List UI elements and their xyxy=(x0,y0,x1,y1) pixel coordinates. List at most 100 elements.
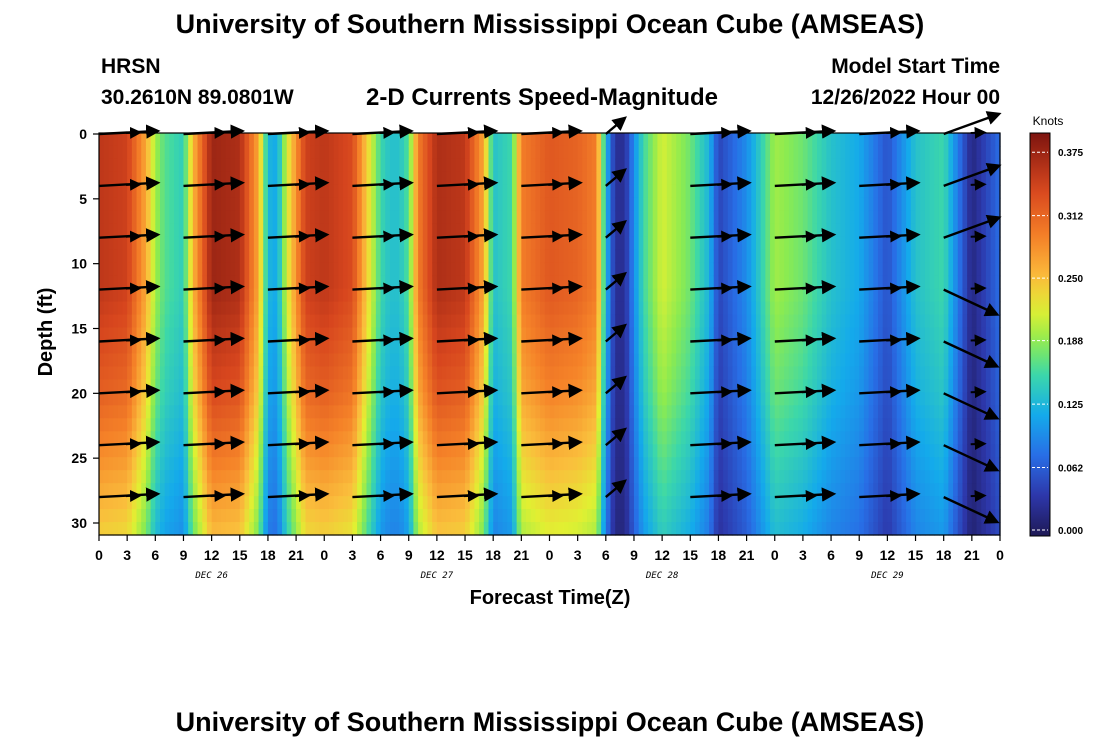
heatmap-cell xyxy=(690,314,696,329)
heatmap-cell xyxy=(648,184,654,199)
heatmap-cell xyxy=(141,522,147,536)
heatmap-cell xyxy=(652,133,659,147)
heatmap-cell xyxy=(587,197,593,212)
heatmap-cell xyxy=(741,301,748,316)
heatmap-cell xyxy=(136,314,142,329)
heatmap-cell xyxy=(666,262,673,277)
heatmap-cell xyxy=(338,522,344,536)
heatmap-cell xyxy=(141,405,147,419)
heatmap-cell xyxy=(136,288,142,303)
heatmap-cell xyxy=(793,223,799,238)
heatmap-cell xyxy=(150,210,156,225)
heatmap-cell xyxy=(704,366,710,380)
heatmap-cell xyxy=(291,405,297,419)
heatmap-cell xyxy=(535,262,541,277)
heatmap-cell xyxy=(488,236,494,251)
heatmap-cell xyxy=(338,288,344,303)
heatmap-cell xyxy=(235,197,241,212)
heatmap-cell xyxy=(507,457,513,471)
heatmap-cell xyxy=(638,392,644,406)
heatmap-cell xyxy=(845,133,851,147)
heatmap-cell xyxy=(610,210,616,225)
heatmap-cell xyxy=(300,327,307,342)
heatmap-cell xyxy=(291,158,297,173)
heatmap-cell xyxy=(774,431,781,445)
heatmap-cell xyxy=(507,145,513,160)
heatmap-cell xyxy=(160,197,166,212)
heatmap-cell xyxy=(812,249,818,264)
heatmap-cell xyxy=(399,405,405,419)
heatmap-cell xyxy=(103,483,109,497)
heatmap-cell xyxy=(389,392,396,406)
heatmap-cell xyxy=(807,405,813,419)
heatmap-cell xyxy=(699,249,705,264)
heatmap-cell xyxy=(221,405,227,419)
heatmap-cell xyxy=(605,522,612,536)
heatmap-cell xyxy=(249,392,255,406)
heatmap-cell xyxy=(784,405,790,419)
heatmap-cell xyxy=(666,145,673,160)
heatmap-cell xyxy=(483,314,490,329)
heatmap-cell xyxy=(483,353,490,368)
heatmap-cell xyxy=(235,184,241,199)
heatmap-cell xyxy=(662,236,668,251)
heatmap-cell xyxy=(507,314,513,329)
heatmap-cell xyxy=(530,249,537,264)
heatmap-cell xyxy=(436,522,443,536)
heatmap-cell xyxy=(441,340,447,355)
heatmap-cell xyxy=(113,223,119,238)
heatmap-cell xyxy=(554,353,560,368)
heatmap-cell xyxy=(319,366,325,380)
heatmap-cell xyxy=(812,522,818,536)
heatmap-cell xyxy=(497,353,504,368)
heatmap-cell xyxy=(835,236,842,251)
heatmap-cell xyxy=(605,171,612,186)
heatmap-cell xyxy=(258,249,264,264)
heatmap-cell xyxy=(267,133,274,147)
heatmap-cell xyxy=(694,483,701,497)
heatmap-cell xyxy=(113,275,119,290)
heatmap-cell xyxy=(760,275,766,290)
heatmap-cell xyxy=(160,431,166,445)
heatmap-cell xyxy=(723,340,729,355)
heatmap-cell xyxy=(709,275,715,290)
heatmap-cell xyxy=(638,236,644,251)
heatmap-cell xyxy=(253,275,260,290)
heatmap-cell xyxy=(671,236,677,251)
heatmap-cell xyxy=(446,418,452,432)
heatmap-cell xyxy=(361,470,368,484)
heatmap-cell xyxy=(314,249,321,264)
heatmap-cell xyxy=(643,431,649,445)
heatmap-cell xyxy=(591,236,598,251)
heatmap-cell xyxy=(216,470,222,484)
heatmap-cell xyxy=(455,431,461,445)
heatmap-cell xyxy=(718,314,724,329)
heatmap-cell xyxy=(188,405,194,419)
heatmap-cell xyxy=(244,457,250,471)
heatmap-cell xyxy=(178,418,185,432)
heatmap-cell xyxy=(558,431,565,445)
heatmap-cell xyxy=(300,405,307,419)
heatmap-cell xyxy=(239,392,246,406)
heatmap-cell xyxy=(427,353,433,368)
heatmap-cell xyxy=(751,431,757,445)
heatmap-cell xyxy=(690,184,696,199)
heatmap-cell xyxy=(530,133,537,147)
heatmap-cell xyxy=(197,275,203,290)
heatmap-cell xyxy=(821,340,827,355)
heatmap-cell xyxy=(380,431,386,445)
heatmap-cell xyxy=(483,444,490,458)
heatmap-cell xyxy=(108,457,114,471)
heatmap-cell xyxy=(380,405,386,419)
heatmap-cell xyxy=(638,496,644,510)
heatmap-cell xyxy=(328,379,335,393)
heatmap-cell xyxy=(615,470,621,484)
heatmap-cell xyxy=(272,288,278,303)
heatmap-cell xyxy=(230,301,236,316)
heatmap-cell xyxy=(718,327,724,342)
heatmap-cell xyxy=(230,210,236,225)
heatmap-cell xyxy=(619,288,626,303)
heatmap-cell xyxy=(540,262,546,277)
heatmap-cell xyxy=(629,301,635,316)
heatmap-cell xyxy=(324,392,330,406)
